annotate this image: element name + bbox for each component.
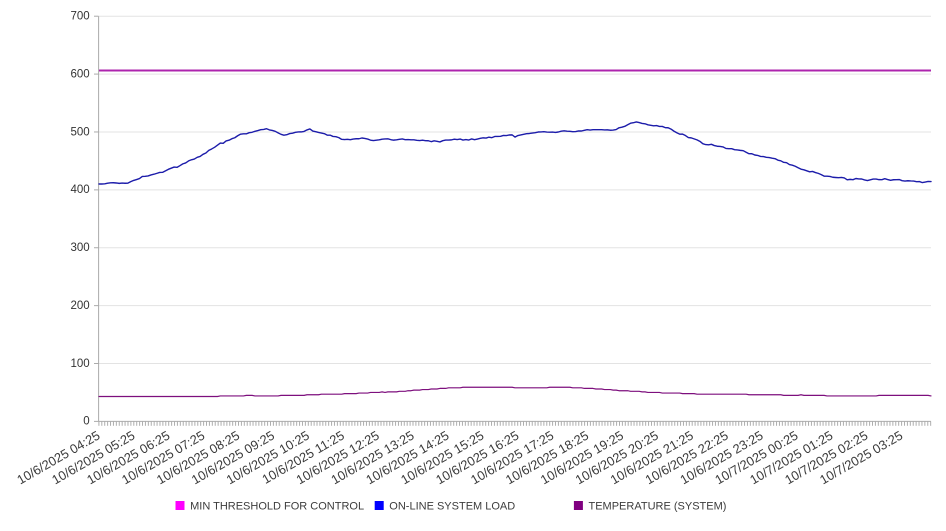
- svg-text:500: 500: [71, 126, 90, 138]
- svg-text:200: 200: [71, 300, 90, 312]
- svg-text:100: 100: [71, 358, 90, 370]
- svg-text:600: 600: [71, 68, 90, 80]
- svg-text:400: 400: [71, 184, 90, 196]
- svg-text:ON-LINE SYSTEM LOAD: ON-LINE SYSTEM LOAD: [389, 501, 515, 513]
- svg-text:TEMPERATURE (SYSTEM): TEMPERATURE (SYSTEM): [589, 501, 727, 513]
- svg-text:MIN THRESHOLD FOR CONTROL: MIN THRESHOLD FOR CONTROL: [190, 501, 364, 513]
- svg-text:0: 0: [83, 416, 89, 428]
- svg-text:700: 700: [71, 11, 90, 23]
- svg-text:300: 300: [71, 242, 90, 254]
